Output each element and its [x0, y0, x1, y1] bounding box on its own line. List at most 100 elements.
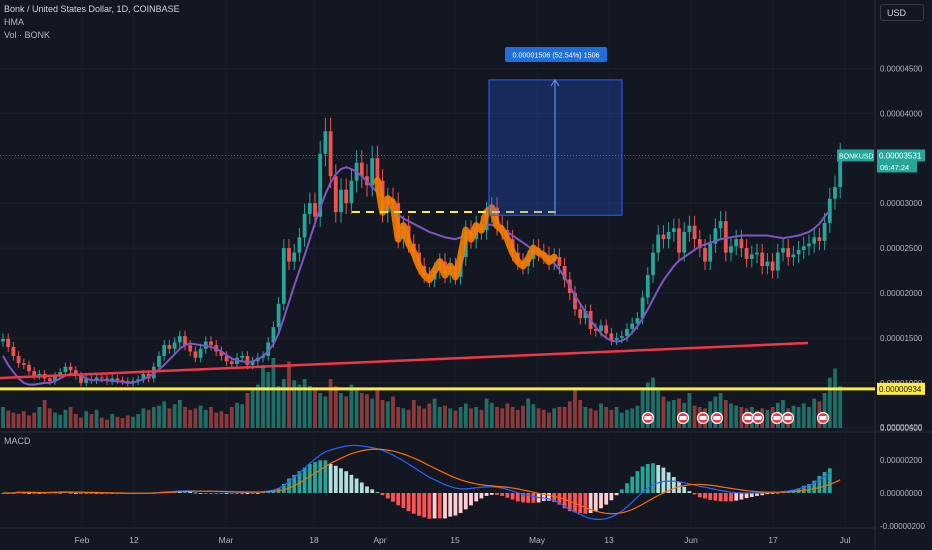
volume-bar — [115, 416, 120, 428]
macd-histogram-bar — [417, 493, 421, 516]
volume-bar — [391, 396, 395, 428]
volume-bar — [297, 384, 302, 428]
macd-tick-label: 0.00000000 — [880, 489, 923, 498]
macd-histogram-bar — [188, 491, 193, 493]
volume-bar — [162, 401, 167, 428]
volume-bar — [266, 372, 271, 428]
volume-bar — [432, 398, 437, 428]
volume-bar — [687, 393, 692, 428]
countdown-label: 06:47:24 — [880, 163, 909, 172]
volume-bar — [276, 386, 281, 428]
macd-histogram-bar — [583, 493, 588, 514]
macd-histogram-bar — [588, 493, 593, 513]
volume-bar — [32, 412, 37, 428]
candle-body — [297, 237, 302, 253]
candle-body — [838, 155, 843, 188]
price-tick-label: 0.00003000 — [880, 199, 923, 208]
candle-body — [791, 254, 796, 258]
macd-histogram-bar — [599, 493, 603, 509]
candle-body — [703, 248, 707, 262]
macd-histogram-bar — [328, 463, 333, 493]
candle-body — [682, 231, 687, 253]
event-flag-icon — [710, 411, 724, 425]
event-flag-icon — [676, 411, 690, 425]
macd-histogram-bar — [396, 493, 401, 506]
candle-body — [604, 325, 609, 334]
volume-bar — [604, 407, 609, 428]
macd-histogram-bar — [614, 493, 619, 496]
macd-histogram-bar — [209, 493, 213, 494]
candle-body — [307, 203, 312, 214]
candle-body — [645, 275, 650, 298]
candle-body — [344, 189, 349, 204]
candle-body — [619, 336, 624, 338]
measure-label: 0.00001506 (52.54%) 1506 — [512, 51, 599, 60]
candle-body — [302, 213, 307, 238]
candle-body — [739, 239, 744, 249]
macd-histogram-bar — [817, 475, 822, 493]
currency-button[interactable]: USD — [880, 4, 924, 21]
macd-histogram-bar — [510, 493, 515, 500]
volume-bar — [666, 401, 671, 428]
candle-body — [775, 252, 780, 271]
candle-body — [630, 323, 635, 329]
candle-body — [573, 293, 577, 310]
candle-body — [240, 355, 245, 358]
candle-body — [609, 333, 614, 340]
macd-histogram-bar — [682, 486, 687, 493]
volume-bar — [344, 396, 349, 428]
candle-body — [656, 234, 661, 253]
time-tick-label: Jul — [840, 535, 851, 545]
volume-bar — [37, 407, 42, 428]
candle-body — [697, 239, 702, 249]
time-tick-label: Feb — [75, 535, 90, 545]
volume-bar — [385, 401, 390, 428]
macd-histogram-bar — [37, 493, 42, 494]
candle-body — [796, 249, 801, 255]
macd-tick-label: -0.00000200 — [880, 522, 925, 531]
volume-bar — [6, 410, 11, 428]
volume-indicator-label[interactable]: Vol · BONK — [4, 30, 51, 40]
candle-body — [209, 341, 213, 346]
candle-body — [120, 380, 125, 382]
macd-histogram-bar — [214, 493, 219, 494]
volume-bar — [99, 417, 104, 428]
volume-bar — [146, 409, 151, 428]
candle-body — [115, 378, 120, 381]
hma-indicator-label[interactable]: HMA — [4, 17, 24, 27]
candle-body — [723, 221, 728, 253]
volume-bar — [677, 398, 681, 428]
candle-body — [219, 351, 224, 356]
candle-body — [318, 153, 323, 217]
macd-histogram-bar — [261, 492, 265, 494]
macd-histogram-bar — [807, 483, 811, 493]
volume-bar — [531, 404, 536, 428]
event-flag-icon — [641, 411, 655, 425]
time-tick-label: May — [529, 535, 546, 545]
macd-histogram-bar — [474, 493, 479, 502]
volume-bar — [94, 409, 99, 428]
volume-bar — [489, 402, 494, 428]
candle-body — [812, 237, 817, 244]
time-tick-label: 15 — [450, 535, 460, 545]
volume-bar — [157, 405, 161, 428]
macd-histogram-bar — [198, 493, 203, 494]
macd-indicator-label[interactable]: MACD — [4, 436, 31, 446]
candle-body — [640, 297, 645, 319]
event-flag-stripe — [819, 416, 827, 420]
volume-bar — [833, 368, 837, 428]
candle-body — [193, 351, 198, 358]
candle-body — [729, 246, 733, 253]
price-tick-label: 0.00004000 — [880, 109, 923, 118]
macd-histogram-bar — [729, 493, 733, 502]
hma-line — [2, 166, 831, 386]
volume-bar — [562, 407, 567, 428]
event-flag-icon — [781, 411, 795, 425]
macd-histogram-bar — [42, 493, 47, 494]
volume-bar — [729, 403, 733, 428]
macd-histogram-bar — [781, 492, 785, 494]
volume-bar — [765, 409, 770, 428]
macd-histogram-bar — [318, 460, 323, 493]
